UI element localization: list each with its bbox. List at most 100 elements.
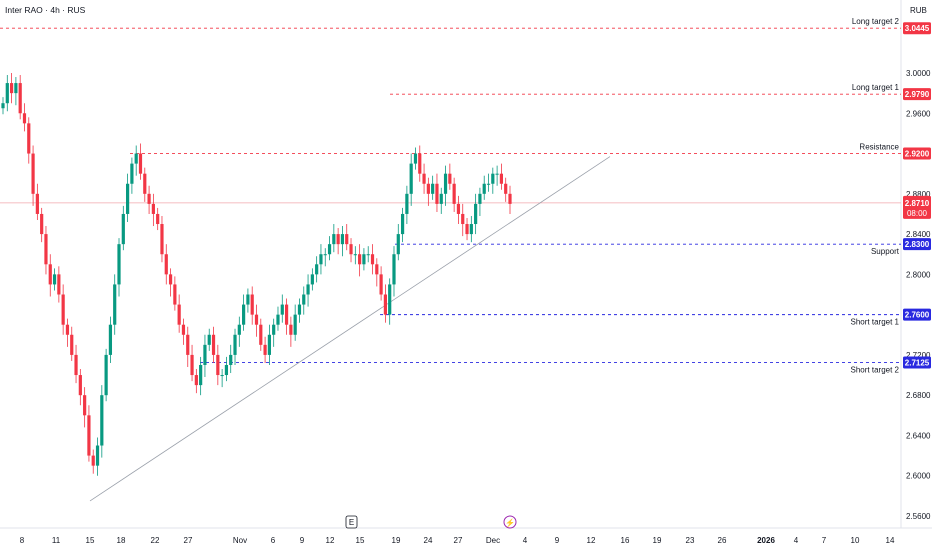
x-tick-label: 12 bbox=[326, 536, 335, 545]
candle-body bbox=[168, 274, 173, 285]
earnings-marker[interactable]: E bbox=[345, 515, 358, 529]
level-label: Short target 1 bbox=[851, 318, 900, 327]
candle-body bbox=[78, 375, 82, 396]
candle-body bbox=[130, 163, 134, 184]
candle-body bbox=[332, 234, 336, 245]
candle-body bbox=[297, 304, 302, 315]
candle bbox=[246, 288, 250, 313]
lightning-icon-circle bbox=[503, 515, 517, 529]
candle-body bbox=[91, 455, 95, 466]
candle bbox=[186, 326, 190, 367]
x-tick-label: 8 bbox=[20, 536, 25, 545]
candle bbox=[358, 244, 362, 277]
candle bbox=[370, 244, 375, 275]
time-axis[interactable]: 8 11 15 18 22 27 Nov 6 9 12 15 19 24 27 Dec 4 9 12 16 19 23 2… bbox=[20, 536, 895, 545]
candle-body bbox=[186, 334, 190, 355]
candle bbox=[173, 276, 177, 311]
candle bbox=[121, 205, 125, 251]
earnings-marker-label: E bbox=[349, 518, 354, 527]
candle-body bbox=[121, 213, 125, 245]
candle bbox=[177, 294, 181, 333]
price-axis[interactable]: 3.0000 2.9600 2.8800 2.8400 2.8000 2.7200 2.68… bbox=[906, 69, 931, 521]
candle bbox=[276, 306, 280, 331]
candle bbox=[220, 369, 224, 388]
lightning-icon: ⚡ bbox=[505, 518, 515, 528]
level-label: Short target 2 bbox=[851, 365, 900, 374]
candle bbox=[443, 165, 448, 206]
candle-body bbox=[461, 213, 465, 225]
level-price-badge bbox=[903, 88, 931, 101]
candle-body bbox=[431, 183, 435, 194]
candle-body bbox=[65, 324, 70, 335]
candle bbox=[147, 185, 151, 214]
candle bbox=[409, 153, 413, 206]
candle-body bbox=[259, 324, 263, 345]
candle-body bbox=[87, 415, 91, 456]
level-price-badge bbox=[903, 238, 931, 251]
candle bbox=[452, 177, 456, 212]
candle bbox=[323, 248, 327, 267]
candle-body bbox=[22, 113, 27, 124]
candle bbox=[95, 437, 100, 476]
candle bbox=[143, 167, 147, 202]
candle bbox=[48, 254, 52, 297]
candle bbox=[14, 77, 18, 106]
candle-body bbox=[70, 334, 74, 355]
candle-body bbox=[452, 183, 456, 204]
candle-body bbox=[422, 173, 426, 184]
candle-body bbox=[323, 254, 327, 256]
candle-body bbox=[349, 244, 353, 255]
candle-body bbox=[5, 83, 9, 104]
y-tick-label: 2.8000 bbox=[906, 270, 931, 279]
candle-body bbox=[319, 254, 323, 265]
candle bbox=[100, 385, 104, 458]
x-tick-label: 7 bbox=[822, 536, 827, 545]
candle bbox=[426, 177, 430, 206]
candle bbox=[302, 286, 306, 315]
candle-body bbox=[405, 193, 409, 214]
candle-body bbox=[293, 314, 297, 335]
candle-body bbox=[336, 234, 340, 245]
candle bbox=[83, 387, 87, 428]
candle bbox=[297, 298, 302, 323]
x-tick-label: 11 bbox=[52, 536, 61, 545]
candle bbox=[280, 294, 284, 323]
candle bbox=[27, 117, 31, 164]
candle-body bbox=[190, 354, 194, 376]
candle-body bbox=[100, 395, 104, 446]
x-tick-label: 16 bbox=[621, 536, 630, 545]
dividend-marker[interactable]: ⚡ bbox=[503, 515, 517, 529]
candle bbox=[422, 163, 426, 194]
x-tick-label: 27 bbox=[184, 536, 193, 545]
candle-body bbox=[95, 445, 100, 466]
candle-body bbox=[409, 163, 413, 194]
countdown-text: 08:00 bbox=[907, 209, 928, 218]
candle bbox=[52, 268, 57, 291]
candle bbox=[263, 336, 267, 363]
y-tick-label: 2.9600 bbox=[906, 109, 931, 118]
candle bbox=[499, 163, 504, 190]
candle bbox=[65, 318, 70, 347]
candle-body bbox=[9, 83, 14, 94]
candle bbox=[156, 207, 160, 231]
candle bbox=[315, 256, 319, 283]
candle bbox=[392, 246, 396, 297]
candle bbox=[465, 217, 469, 241]
x-tick-label: 22 bbox=[151, 536, 160, 545]
candle bbox=[431, 175, 435, 200]
candle bbox=[5, 75, 9, 112]
candle-body bbox=[250, 294, 254, 315]
level-price-text: 2.7600 bbox=[905, 311, 930, 320]
candle bbox=[74, 344, 78, 384]
y-tick-label: 2.6400 bbox=[906, 431, 931, 440]
candle-body bbox=[83, 395, 87, 416]
candle-body bbox=[203, 344, 207, 365]
x-tick-label: 4 bbox=[794, 536, 799, 545]
candle-body bbox=[199, 364, 203, 386]
candle-body bbox=[35, 193, 39, 214]
x-tick-label: 12 bbox=[587, 536, 596, 545]
x-tick-label: 6 bbox=[271, 536, 276, 545]
x-tick-label: 27 bbox=[454, 536, 463, 545]
candle bbox=[456, 195, 461, 225]
